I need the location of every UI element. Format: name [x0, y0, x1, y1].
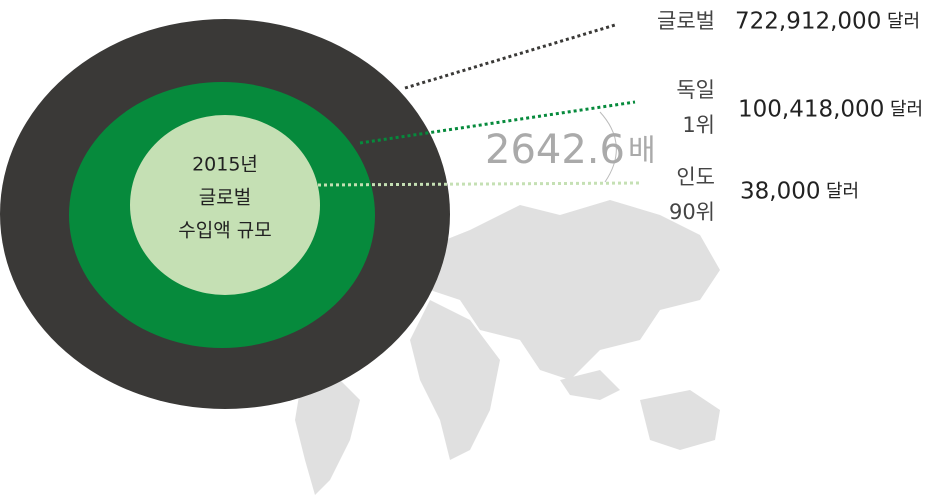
- item-name: 글로벌: [657, 9, 715, 33]
- item-unit: 달러: [890, 99, 923, 120]
- center-text: 수입액 규모: [178, 220, 271, 242]
- ratio-unit: 배: [628, 134, 656, 169]
- item-unit: 달러: [826, 181, 859, 202]
- australia: [640, 390, 720, 450]
- africa: [410, 300, 500, 460]
- inner-circle: [130, 115, 320, 295]
- item-amount: 38,000: [740, 179, 820, 205]
- item-amount: 100,418,000: [738, 97, 884, 123]
- item-unit: 달러: [887, 11, 920, 32]
- item-rank: 1위: [682, 113, 715, 137]
- leader-line: [404, 23, 616, 90]
- ratio-value: 2642.6: [485, 127, 625, 173]
- ratio-arc: [599, 111, 617, 183]
- leader-line: [317, 181, 641, 187]
- center-text: 글로벌: [199, 187, 251, 209]
- center-text: 2015년: [192, 154, 258, 176]
- item-amount: 722,912,000: [735, 9, 881, 35]
- item-rank: 90위: [669, 200, 715, 224]
- item-name: 인도: [676, 165, 715, 189]
- item-name: 독일: [676, 78, 715, 102]
- south-america: [295, 380, 360, 495]
- world-map: [295, 200, 720, 495]
- eurasia: [420, 200, 720, 380]
- leader-line: [359, 100, 636, 145]
- islands: [560, 370, 620, 400]
